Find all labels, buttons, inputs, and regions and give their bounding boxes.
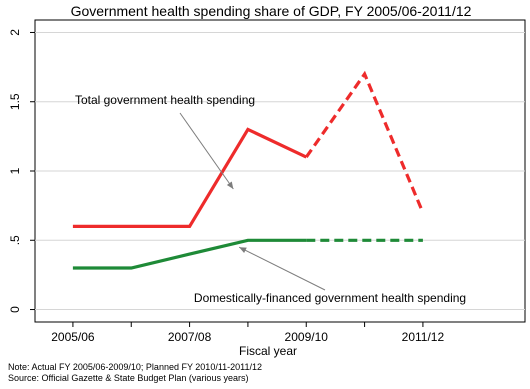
x-axis: 2005/06 2007/08 2009/10 2011/12	[51, 322, 444, 344]
annotation-arrow-line	[239, 247, 325, 290]
total-spending-line-actual	[73, 129, 306, 226]
total-spending-label: Total government health spending	[75, 93, 255, 107]
y-tick-label: 1	[8, 167, 22, 174]
source-line: Source: Official Gazette & State Budget …	[8, 373, 248, 383]
annotations: Total government health spending Domestic…	[75, 93, 466, 305]
annotation-arrowhead	[227, 182, 233, 189]
y-tick-label: 0	[8, 306, 22, 313]
domestic-spending-label: Domestically-financed government health …	[194, 291, 466, 305]
note-line: Note: Actual FY 2005/06-2009/10; Planned…	[8, 362, 262, 372]
x-tick-label: 2005/06	[51, 330, 95, 344]
y-tick-label: 2	[8, 29, 22, 36]
domestic-spending-line-actual	[73, 240, 306, 268]
x-tick-label: 2011/12	[402, 330, 445, 344]
total-spending-line-planned	[306, 74, 423, 213]
x-tick-label: 2009/10	[285, 330, 329, 344]
y-axis: 0 .5 1 1.5 2	[8, 29, 35, 313]
x-axis-title: Fiscal year	[239, 344, 297, 358]
y-tick-label: 1.5	[8, 93, 22, 110]
chart-title: Government health spending share of GDP,…	[71, 3, 472, 19]
y-tick-label: .5	[8, 235, 22, 245]
x-tick-label: 2007/08	[168, 330, 212, 344]
annotation-arrow-line	[180, 113, 233, 189]
